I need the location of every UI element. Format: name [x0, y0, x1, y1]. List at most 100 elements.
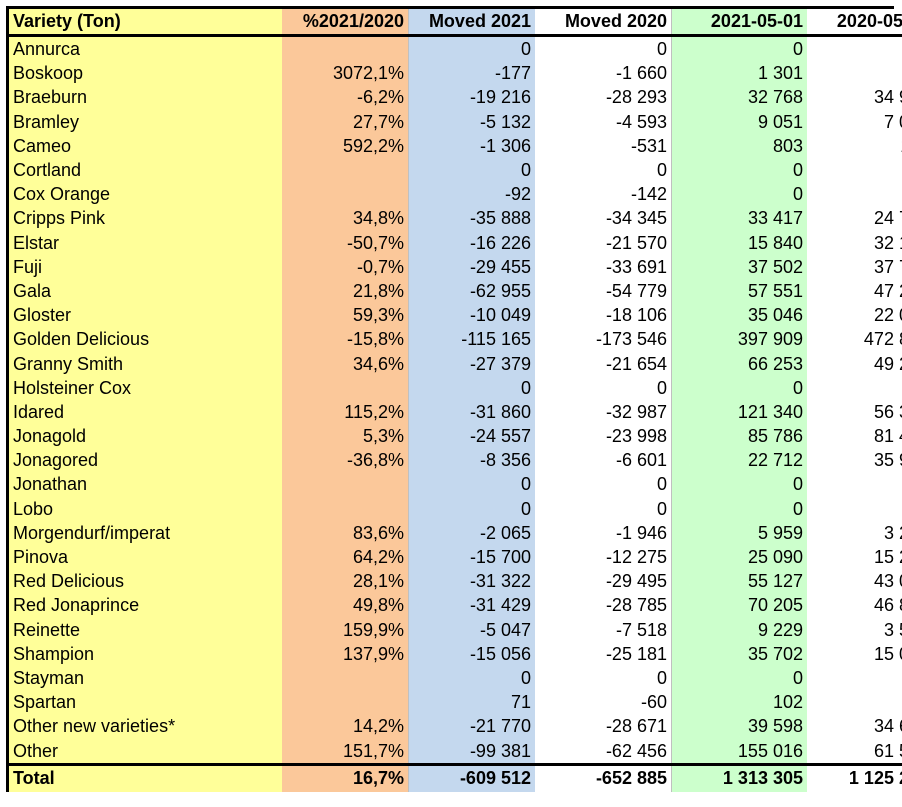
cell-pct: -15,8%: [282, 327, 409, 352]
cell-date-2020: 35 950: [807, 448, 902, 473]
cell-date-2020: 47 264: [807, 278, 902, 304]
cell-date-2021: 803: [671, 133, 807, 158]
table-row: Annurca0000: [9, 35, 902, 62]
cell-moved-2021: 0: [408, 496, 535, 521]
table-row: Morgendurf/imperat 83,6% -2 065 -1 946 5 959…: [9, 520, 902, 545]
cell-variety: Golden Delicious: [9, 327, 282, 352]
cell-moved-2021: -29 455: [408, 254, 535, 279]
cell-date-2020: 0: [807, 665, 902, 691]
cell-date-2020: 116: [807, 133, 902, 158]
cell-variety: Holsteiner Cox: [9, 375, 282, 400]
cell-pct: [282, 182, 409, 207]
cell-variety: Jonagored: [9, 448, 282, 473]
cell-date-2021: 0: [671, 496, 807, 521]
cell-variety: Morgendurf/imperat: [9, 520, 282, 545]
cell-moved-2021: -31 860: [408, 399, 535, 424]
cell-moved-2021: 0: [408, 35, 535, 62]
cell-date-2020: 0: [807, 182, 902, 207]
cell-variety: Gloster: [9, 303, 282, 328]
cell-moved-2021: -10 049: [408, 303, 535, 328]
cell-pct: [282, 157, 409, 183]
cell-moved-2021: -16 226: [408, 230, 535, 255]
cell-moved-2020: -173 546: [535, 327, 672, 352]
cell-pct: 14,2%: [282, 714, 409, 739]
cell-pct: -36,8%: [282, 448, 409, 473]
cell-date-2020: 0: [807, 690, 902, 715]
cell-date-2021: 1 301: [671, 61, 807, 86]
cell-moved-2021: -62 955: [408, 278, 535, 304]
cell-variety: Stayman: [9, 665, 282, 691]
table-row: Other new varieties* 14,2% -21 770 -28 671 3…: [9, 714, 902, 739]
cell-moved-2020: 0: [535, 665, 672, 691]
cell-date-2020: 15 281: [807, 544, 902, 570]
cell-date-2020: 24 787: [807, 206, 902, 231]
cell-date-2021: 25 090: [671, 544, 807, 570]
cell-variety: Red Delicious: [9, 569, 282, 594]
cell-moved-2021: 0: [408, 665, 535, 691]
cell-moved-2021: -5 047: [408, 617, 535, 642]
cell-pct: 49,8%: [282, 593, 409, 618]
cell-date-2020: 61 596: [807, 738, 902, 765]
total-pct: 16,7%: [282, 762, 409, 792]
cell-moved-2020: -28 671: [535, 714, 672, 739]
total-moved-2021: -609 512: [408, 762, 535, 792]
cell-date-2020: 0: [807, 157, 902, 183]
cell-date-2021: 35 046: [671, 303, 807, 328]
cell-date-2020: 49 232: [807, 351, 902, 376]
data-table: Variety (Ton) %2021/2020 Moved 2021 Move…: [9, 9, 902, 792]
cell-moved-2020: -1 660: [535, 61, 672, 86]
cell-date-2020: 3 550: [807, 617, 902, 642]
total-date-2020: 1 125 239: [807, 762, 902, 792]
table-row: Holsteiner Cox0000: [9, 375, 902, 400]
cell-pct: 159,9%: [282, 617, 409, 642]
cell-pct: 59,3%: [282, 303, 409, 328]
cell-date-2021: 32 768: [671, 85, 807, 110]
cell-variety: Cripps Pink: [9, 206, 282, 231]
cell-date-2020: 0: [807, 472, 902, 497]
cell-variety: Boskoop: [9, 61, 282, 86]
cell-pct: 21,8%: [282, 278, 409, 304]
cell-moved-2020: -142: [535, 182, 672, 207]
cell-pct: 34,8%: [282, 206, 409, 231]
cell-pct: 137,9%: [282, 641, 409, 666]
cell-date-2020: 46 861: [807, 593, 902, 618]
cell-variety: Jonathan: [9, 472, 282, 497]
cell-moved-2020: -1 946: [535, 520, 672, 545]
cell-pct: [282, 690, 409, 715]
cell-pct: [282, 665, 409, 691]
cell-moved-2021: -15 700: [408, 544, 535, 570]
cell-date-2021: 35 702: [671, 641, 807, 666]
cell-moved-2020: -34 345: [535, 206, 672, 231]
header-variety: Variety (Ton): [9, 9, 282, 37]
cell-variety: Cox Orange: [9, 182, 282, 207]
cell-variety: Shampion: [9, 641, 282, 666]
cell-date-2021: 121 340: [671, 399, 807, 424]
cell-moved-2020: -6 601: [535, 448, 672, 473]
cell-date-2021: 0: [671, 665, 807, 691]
cell-date-2021: 102: [671, 690, 807, 715]
cell-variety: Fuji: [9, 254, 282, 279]
cell-date-2020: 22 000: [807, 303, 902, 328]
cell-pct: 27,7%: [282, 109, 409, 134]
cell-moved-2020: 0: [535, 157, 672, 183]
cell-moved-2021: -19 216: [408, 85, 535, 110]
cell-moved-2021: -99 381: [408, 738, 535, 765]
cell-moved-2020: -33 691: [535, 254, 672, 279]
cell-date-2021: 9 051: [671, 109, 807, 134]
cell-date-2020: 43 044: [807, 569, 902, 594]
header-moved-2021: Moved 2021: [408, 9, 535, 37]
total-moved-2020: -652 885: [535, 762, 672, 792]
cell-date-2021: 22 712: [671, 448, 807, 473]
cell-variety: Annurca: [9, 35, 282, 62]
cell-moved-2020: -29 495: [535, 569, 672, 594]
table-row: Red Delicious 28,1% -31 322 -29 495 55 127 43…: [9, 569, 902, 594]
